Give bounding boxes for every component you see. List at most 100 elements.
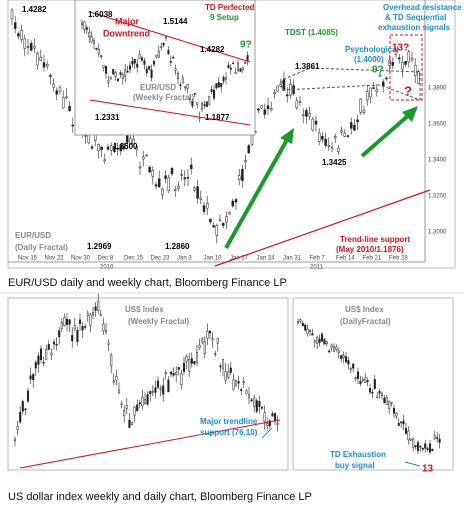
annotation: Psychological bbox=[345, 45, 399, 54]
daily-candles bbox=[296, 318, 441, 455]
label: (Weekly Fractal) bbox=[133, 93, 195, 102]
label: (Weekly Fractal) bbox=[128, 317, 190, 326]
candle-body bbox=[366, 380, 369, 382]
candle-body bbox=[196, 186, 199, 199]
candle-body bbox=[169, 371, 173, 375]
candle-body bbox=[410, 57, 414, 61]
candle-body bbox=[316, 337, 319, 344]
daily-frame bbox=[292, 297, 454, 471]
arrow-head bbox=[402, 106, 418, 122]
candle-body bbox=[185, 356, 188, 362]
candle-body bbox=[416, 442, 420, 451]
candle-body bbox=[234, 380, 238, 387]
level: 1.3861 bbox=[295, 62, 320, 71]
date-label: Nov 30 bbox=[71, 256, 91, 262]
candle-body bbox=[314, 120, 318, 125]
candle-body bbox=[298, 101, 302, 103]
candle-body bbox=[203, 341, 206, 354]
candle-body bbox=[217, 82, 220, 88]
weekly-candles bbox=[81, 19, 249, 123]
candle-body bbox=[301, 114, 305, 117]
level: 1.4282 bbox=[22, 5, 47, 14]
candle-body bbox=[164, 372, 167, 374]
candle-body bbox=[155, 54, 158, 58]
candle-body bbox=[100, 55, 103, 57]
candle-body bbox=[129, 138, 132, 145]
candle-body bbox=[328, 350, 331, 353]
candle-body bbox=[71, 124, 75, 127]
candle-body bbox=[180, 373, 183, 386]
candle-body bbox=[186, 177, 190, 179]
candle-body bbox=[245, 390, 248, 394]
candle-body bbox=[149, 391, 152, 395]
candle-body bbox=[266, 423, 269, 426]
candle-body bbox=[241, 67, 244, 71]
candle-body bbox=[97, 301, 100, 312]
candle-body bbox=[246, 55, 249, 61]
candle-body bbox=[330, 344, 333, 348]
candle-body bbox=[143, 399, 147, 404]
candle-body bbox=[378, 75, 382, 77]
candle-body bbox=[229, 367, 232, 373]
candle-body bbox=[165, 36, 167, 39]
candle-body bbox=[413, 64, 417, 76]
candle-body bbox=[68, 319, 71, 325]
level: 1.3500 bbox=[113, 142, 138, 151]
candle-body bbox=[36, 53, 39, 66]
candle-body bbox=[29, 43, 33, 51]
candle-body bbox=[157, 178, 161, 188]
candle-body bbox=[202, 205, 206, 212]
candle-body bbox=[304, 324, 307, 331]
candle-body bbox=[438, 438, 441, 443]
candle-body bbox=[99, 314, 102, 316]
date-label: Jan 10 bbox=[204, 256, 223, 262]
candle-body bbox=[308, 113, 311, 117]
candle-body bbox=[121, 74, 124, 80]
candle-body bbox=[146, 394, 149, 405]
candle-body bbox=[205, 202, 209, 209]
candle-body bbox=[55, 343, 58, 346]
candle-body bbox=[177, 72, 179, 79]
candle-body bbox=[97, 48, 100, 55]
candle-body bbox=[213, 89, 215, 99]
candle-body bbox=[337, 147, 340, 152]
price-label: 1.3200 bbox=[428, 194, 447, 200]
candle-body bbox=[76, 329, 79, 342]
candle-body bbox=[383, 397, 386, 404]
candle-body bbox=[349, 368, 352, 371]
candle-body bbox=[276, 85, 279, 92]
candle-body bbox=[191, 100, 194, 107]
candle-body bbox=[234, 199, 238, 203]
candle-body bbox=[23, 38, 27, 49]
candle-body bbox=[404, 61, 407, 65]
candle-body bbox=[376, 396, 379, 399]
candle-body bbox=[119, 144, 123, 152]
candle-body bbox=[417, 70, 420, 84]
pointer bbox=[261, 427, 273, 439]
candle-body bbox=[126, 70, 129, 73]
candle-body bbox=[258, 401, 261, 407]
trend-line bbox=[214, 189, 431, 267]
candle-body bbox=[214, 353, 217, 355]
candle-body bbox=[71, 335, 74, 342]
candle-body bbox=[237, 381, 240, 384]
candle-body bbox=[91, 312, 95, 316]
candle-body bbox=[39, 56, 43, 61]
candle-body bbox=[244, 160, 247, 162]
candle-body bbox=[279, 83, 283, 87]
candle-body bbox=[193, 360, 196, 365]
candle-body bbox=[210, 89, 213, 92]
candle-body bbox=[419, 445, 422, 448]
annotation: 13 bbox=[422, 464, 434, 475]
exhaustion-box bbox=[389, 34, 423, 101]
candle-body bbox=[380, 393, 384, 396]
candle-body bbox=[177, 186, 180, 189]
candle-body bbox=[296, 321, 300, 324]
candle-body bbox=[260, 105, 263, 109]
annotation: exhaustion signals bbox=[378, 23, 451, 32]
date-label: Jan 31 bbox=[283, 256, 302, 262]
candle-body bbox=[402, 420, 405, 425]
candle-body bbox=[229, 67, 232, 70]
candle-body bbox=[34, 362, 37, 369]
candle-body bbox=[164, 175, 167, 179]
